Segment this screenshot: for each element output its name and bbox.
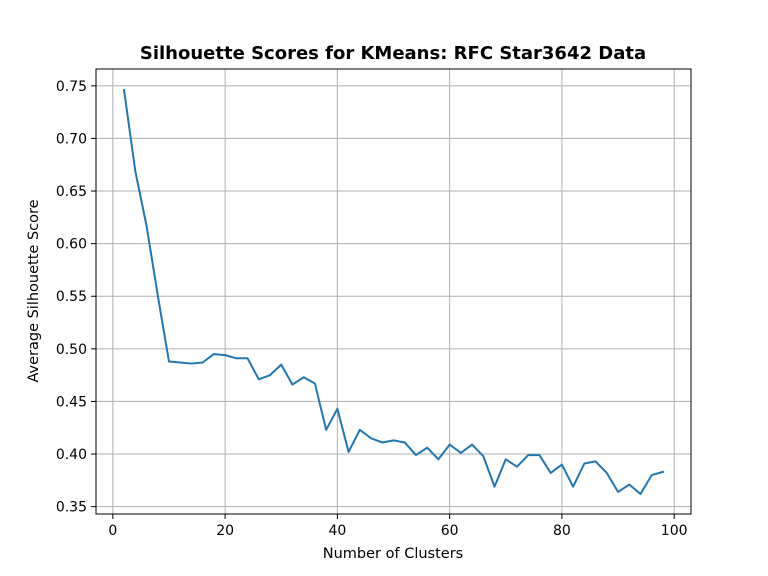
x-axis-ticks: 0 20 40 60 80 100 <box>108 514 688 539</box>
y-tick-label: 0.70 <box>56 131 87 147</box>
x-axis-label: Number of Clusters <box>323 546 463 562</box>
x-tick-label: 100 <box>661 523 688 539</box>
y-tick-label: 0.45 <box>56 394 87 410</box>
y-tick-label: 0.55 <box>56 289 87 305</box>
x-tick-label: 60 <box>441 523 459 539</box>
y-tick-label: 0.60 <box>56 237 87 253</box>
y-tick-label: 0.50 <box>56 342 87 358</box>
y-tick-label: 0.40 <box>56 447 87 463</box>
series-layer <box>122 88 665 496</box>
x-tick-label: 40 <box>328 523 346 539</box>
x-tick-label: 0 <box>108 523 117 539</box>
series-line <box>122 88 665 496</box>
y-tick-label: 0.75 <box>56 79 87 95</box>
y-axis-label: Average Silhouette Score <box>26 199 42 382</box>
grid-lines <box>96 69 691 514</box>
x-tick-label: 20 <box>216 523 234 539</box>
y-tick-label: 0.35 <box>56 500 87 516</box>
y-tick-label: 0.65 <box>56 184 87 200</box>
y-axis-ticks: 0.35 0.40 0.45 0.50 0.55 0.60 0.65 0.70 0.75 <box>56 79 96 516</box>
x-tick-label: 80 <box>553 523 571 539</box>
plot-area-frame <box>95 68 692 515</box>
chart-title: Silhouette Scores for KMeans: RFC Star36… <box>140 43 646 64</box>
